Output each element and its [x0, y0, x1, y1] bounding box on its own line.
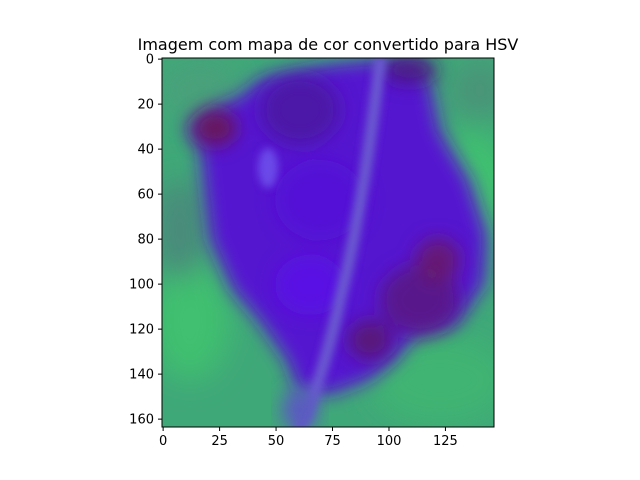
y-tick-label: 140 — [129, 368, 154, 383]
y-tick-label: 100 — [129, 278, 154, 293]
plot-frame — [161, 57, 495, 428]
x-axis: 0 25 50 75 100 125 — [159, 427, 458, 449]
stem-line — [294, 58, 386, 427]
x-tick-label: 25 — [211, 434, 228, 449]
x-tick-label: 50 — [268, 434, 285, 449]
x-tick-label: 0 — [159, 434, 167, 449]
x-tick-label: 75 — [324, 434, 341, 449]
y-tick-label: 40 — [137, 143, 154, 158]
blob-highlights — [258, 148, 278, 188]
y-tick-label: 80 — [137, 233, 154, 248]
y-tick-label: 60 — [137, 188, 154, 203]
chart-title: Imagem com mapa de cor convertido para H… — [138, 35, 519, 54]
y-axis: 0 20 40 60 80 100 120 140 160 — [129, 53, 162, 428]
bottom-stem — [282, 388, 318, 427]
heatmap-image — [162, 58, 494, 427]
x-tick-label: 100 — [377, 434, 402, 449]
y-tick-label: 0 — [146, 53, 154, 68]
y-tick-label: 160 — [129, 413, 154, 428]
y-tick-label: 120 — [129, 323, 154, 338]
blob-shading — [193, 58, 460, 360]
y-tick-label: 20 — [137, 98, 154, 113]
x-tick-label: 125 — [433, 434, 458, 449]
